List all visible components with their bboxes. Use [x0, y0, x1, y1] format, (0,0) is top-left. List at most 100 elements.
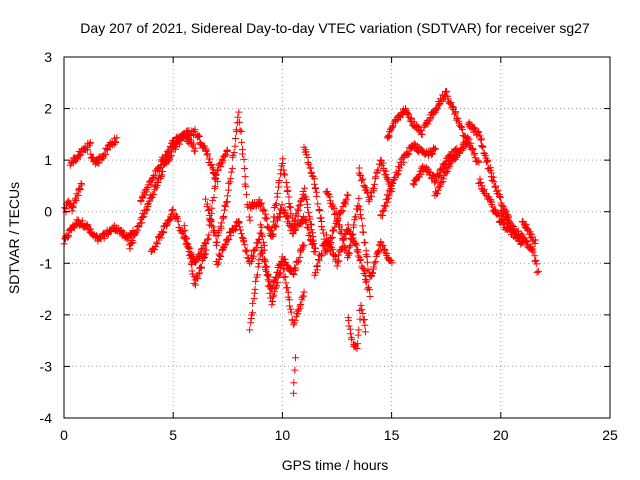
data-point — [334, 258, 342, 266]
data-point — [382, 202, 390, 210]
data-point — [475, 158, 483, 166]
data-point — [266, 289, 274, 297]
x-tick-label: 25 — [602, 427, 618, 443]
data-point — [349, 230, 357, 238]
data-point — [247, 319, 255, 327]
data-point — [469, 146, 477, 154]
data-point — [297, 220, 305, 228]
data-point — [281, 206, 289, 214]
data-point — [430, 145, 438, 153]
data-point — [197, 263, 205, 271]
y-axis-title: SDTVAR / TECUs — [6, 182, 22, 294]
data-point — [444, 95, 452, 103]
data-point — [533, 260, 541, 268]
data-point — [348, 235, 356, 243]
data-point — [68, 207, 76, 215]
data-point — [78, 217, 86, 225]
data-point — [287, 204, 295, 212]
data-point — [190, 140, 198, 148]
data-point — [483, 158, 491, 166]
data-point — [263, 215, 271, 223]
data-point — [265, 283, 273, 291]
data-point — [258, 249, 266, 257]
data-point — [356, 257, 364, 265]
data-point — [307, 226, 315, 234]
data-point — [227, 232, 235, 240]
data-point — [212, 171, 220, 179]
data-point — [246, 216, 254, 224]
data-point — [335, 221, 343, 229]
data-point — [217, 253, 225, 261]
data-point — [330, 226, 338, 234]
data-point — [521, 236, 529, 244]
data-point — [264, 276, 272, 284]
data-point — [238, 150, 246, 158]
data-point — [283, 188, 291, 196]
data-point — [243, 254, 251, 262]
data-point — [236, 226, 244, 234]
data-point — [204, 235, 212, 243]
data-point — [283, 284, 291, 292]
data-point — [471, 150, 479, 158]
data-point — [439, 175, 447, 183]
x-axis-title: GPS time / hours — [282, 457, 389, 473]
data-point — [299, 243, 307, 251]
data-point — [247, 257, 255, 265]
data-point — [363, 258, 371, 266]
data-point — [258, 232, 266, 240]
data-point — [365, 197, 373, 205]
data-point — [299, 292, 307, 300]
data-point — [326, 240, 334, 248]
data-point — [367, 273, 375, 281]
data-point — [252, 277, 260, 285]
data-point — [319, 229, 327, 237]
data-point — [348, 231, 356, 239]
data-point — [533, 268, 541, 276]
y-tick-label: -1 — [40, 255, 53, 271]
data-point — [237, 230, 245, 238]
data-point — [202, 146, 210, 154]
data-point — [371, 180, 379, 188]
data-point — [278, 201, 286, 209]
data-point — [275, 177, 283, 185]
data-point — [264, 272, 272, 280]
data-point — [234, 219, 242, 227]
data-point — [290, 389, 298, 397]
data-point — [318, 223, 326, 231]
data-point — [387, 185, 395, 193]
data-point — [429, 171, 437, 179]
data-point — [207, 218, 215, 226]
data-point — [281, 171, 289, 179]
data-point — [315, 206, 323, 214]
x-tick-label: 15 — [384, 427, 400, 443]
data-point — [425, 117, 433, 125]
data-point — [150, 171, 158, 179]
data-point — [359, 222, 367, 230]
data-point — [260, 246, 268, 254]
data-point — [258, 223, 266, 231]
data-point — [271, 285, 279, 293]
data-point — [263, 263, 271, 271]
data-point — [282, 279, 290, 287]
data-point — [243, 191, 251, 199]
data-point — [280, 265, 288, 273]
data-point — [168, 207, 176, 215]
data-point — [221, 202, 229, 210]
data-point — [372, 173, 380, 181]
data-point — [393, 171, 401, 179]
y-tick-label: 3 — [44, 49, 52, 65]
data-point — [357, 256, 365, 264]
data-point — [72, 197, 80, 205]
data-point — [278, 261, 286, 269]
data-point — [188, 260, 196, 268]
data-point — [156, 174, 164, 182]
data-point — [328, 244, 335, 252]
data-point — [366, 293, 374, 301]
data-point — [228, 164, 236, 172]
data-point — [212, 241, 220, 249]
data-point — [370, 184, 378, 192]
data-point — [103, 146, 111, 154]
data-point — [355, 326, 363, 334]
data-point — [229, 151, 237, 159]
data-point — [358, 306, 366, 314]
